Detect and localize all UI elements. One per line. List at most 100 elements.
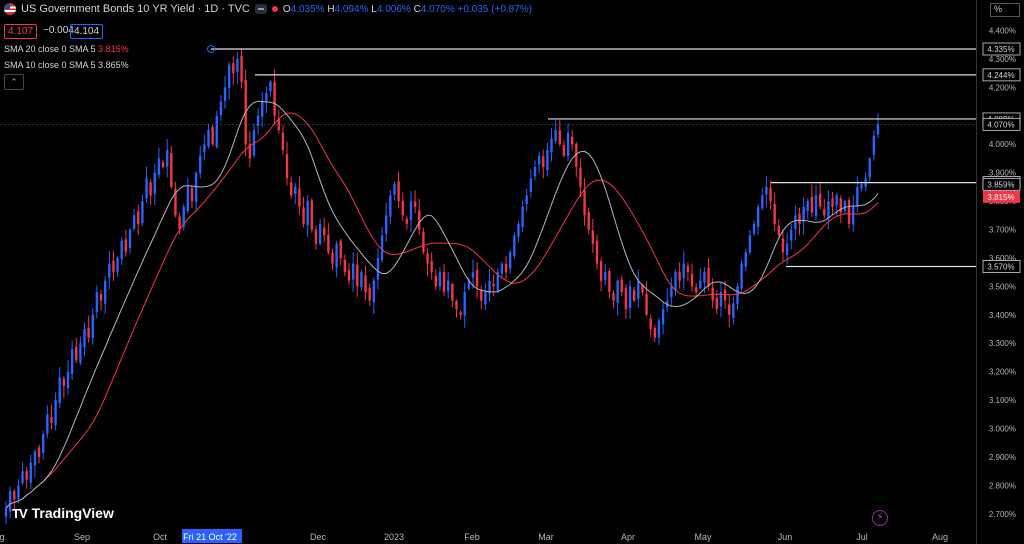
candle-body	[475, 270, 479, 287]
candle-body	[525, 195, 528, 205]
candle-body	[500, 263, 504, 274]
candle-body	[632, 289, 636, 301]
candle-body	[699, 280, 702, 289]
x-tick-label: Sep	[74, 532, 90, 542]
candle-body	[686, 265, 690, 273]
candle-body	[756, 206, 760, 227]
sma20-legend[interactable]: SMA 20 close 0 SMA 5 3.815%	[4, 44, 129, 54]
candle-body	[269, 81, 272, 92]
candle-body	[256, 115, 260, 126]
candle-body	[542, 156, 545, 167]
candle-body	[463, 292, 466, 316]
spread-value: −0.004	[43, 25, 74, 36]
y-tick-label: 3.000%	[989, 425, 1016, 434]
candle-body	[504, 263, 508, 273]
candle-body	[591, 230, 595, 244]
candle-body	[277, 118, 280, 131]
candle-body	[835, 195, 838, 206]
y-tick-label: 3.700%	[989, 226, 1016, 235]
candle-body	[335, 243, 338, 268]
candle-body	[637, 280, 640, 299]
candle-body	[323, 227, 326, 236]
candle-body	[368, 288, 371, 301]
y-tick-label: 3.200%	[989, 368, 1016, 377]
candle-body	[194, 172, 198, 202]
candle-body	[715, 297, 719, 310]
candle-body	[484, 292, 487, 305]
candle-body	[467, 280, 471, 289]
candle-body	[781, 238, 785, 253]
candle-body	[248, 143, 252, 159]
candle-body	[351, 263, 355, 280]
candle-body	[831, 198, 834, 207]
candle-body	[199, 155, 202, 174]
candle-body	[814, 195, 818, 217]
candle-body	[455, 300, 458, 310]
candle-body	[409, 201, 413, 221]
candle-body	[794, 215, 797, 229]
candle-body	[261, 101, 264, 117]
candle-body	[207, 130, 210, 147]
candle-body	[533, 166, 537, 177]
candle-body	[446, 280, 450, 292]
candle-body	[331, 253, 334, 264]
candle-body	[376, 257, 380, 280]
candle-body	[310, 200, 314, 230]
candle-body	[385, 215, 388, 234]
candle-body	[37, 447, 41, 457]
lightning-icon[interactable]: ⚡	[872, 510, 888, 526]
collapse-pill-icon[interactable]	[254, 4, 267, 14]
collapse-legend-button[interactable]: ⌃	[4, 74, 24, 90]
candle-body	[827, 201, 830, 219]
candle-body	[108, 263, 111, 278]
status-dot-icon	[271, 6, 278, 12]
candle-body	[265, 93, 268, 102]
candle-body	[480, 290, 483, 301]
sma-price-box	[983, 190, 1020, 203]
candle-body	[306, 201, 309, 226]
price-label: 3.859%	[987, 180, 1014, 189]
candle-body	[137, 211, 140, 224]
candle-body	[294, 186, 297, 195]
candle-body	[83, 329, 86, 348]
sma10-legend[interactable]: SMA 10 close 0 SMA 5 3.865%	[4, 60, 129, 70]
bid-price-box[interactable]: 4.107	[4, 24, 38, 39]
candle-body	[521, 206, 524, 228]
candle-body	[203, 144, 206, 152]
candle-body	[876, 124, 880, 135]
candle-body	[723, 289, 727, 301]
candle-body	[281, 132, 285, 150]
candle-body	[430, 260, 433, 273]
candle-body	[537, 155, 541, 165]
candle-body	[657, 320, 661, 338]
candle-body	[599, 261, 603, 281]
y-tick-label: 3.300%	[989, 339, 1016, 348]
candle-body	[29, 462, 32, 483]
candle-body	[13, 490, 16, 500]
x-tick-label: Aug	[932, 532, 948, 542]
x-tick-label: Jun	[778, 532, 793, 542]
price-label-box	[982, 177, 1021, 191]
candle-body	[624, 288, 628, 310]
candle-body	[17, 485, 20, 499]
unit-selector[interactable]: %	[990, 3, 1020, 17]
price-label: 4.070%	[987, 120, 1014, 129]
price-label: 3.815%	[987, 193, 1014, 202]
price-axis[interactable]: %	[976, 0, 1024, 544]
candle-body	[132, 215, 136, 229]
candle-body	[682, 263, 685, 279]
candle-body	[438, 272, 442, 287]
price-label-box	[982, 42, 1021, 56]
candle-body	[91, 314, 94, 339]
x-tick-label: Oct	[153, 532, 168, 542]
candle-body	[513, 235, 516, 256]
candle-body	[165, 149, 169, 167]
candle-body	[145, 178, 148, 199]
symbol-title[interactable]: US Government Bonds 10 YR Yield · 1D · T…	[21, 3, 250, 15]
candle-body	[318, 223, 322, 244]
candle-body	[393, 184, 396, 195]
candle-body	[471, 272, 475, 278]
ask-price-box[interactable]: 4.104	[70, 24, 104, 39]
candle-body	[575, 143, 578, 167]
